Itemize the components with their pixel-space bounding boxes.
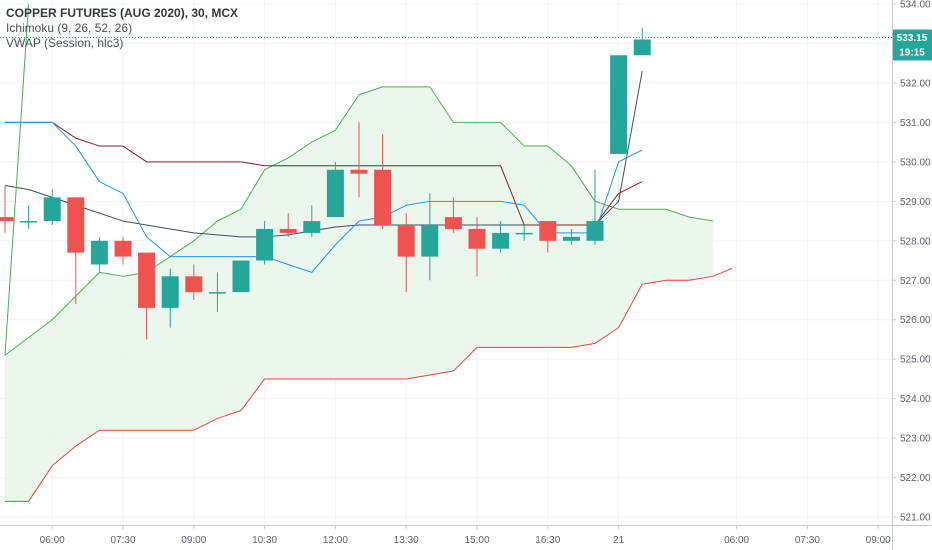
candle-body — [610, 55, 628, 154]
y-tick-label: 528.00 — [900, 236, 931, 247]
y-tick-label: 531.00 — [900, 118, 931, 129]
bar-countdown: 19:15 — [899, 48, 925, 59]
x-tick-label: 07:30 — [795, 535, 820, 546]
candle-body — [539, 221, 557, 241]
candle-body — [326, 169, 344, 218]
candle — [397, 213, 415, 293]
y-tick-label: 532.00 — [900, 78, 931, 89]
candle-body — [421, 225, 439, 257]
y-tick-label: 522.00 — [900, 473, 931, 484]
y-tick-label: 523.00 — [900, 434, 931, 445]
candle — [208, 272, 226, 312]
candle — [114, 236, 132, 265]
candle — [421, 193, 439, 281]
candle — [374, 134, 392, 229]
candle — [586, 169, 604, 245]
candle — [279, 213, 297, 237]
candle — [161, 268, 179, 328]
legend-vwap[interactable]: VWAP (Session, hlc3) — [6, 36, 124, 50]
candle-body — [0, 217, 14, 222]
candle-body — [161, 276, 179, 308]
legend-title[interactable]: COPPER FUTURES (AUG 2020), 30, MCX — [6, 6, 239, 20]
candle-body — [492, 232, 510, 249]
candle — [492, 221, 510, 253]
x-tick-label: 09:00 — [181, 535, 206, 546]
ichimoku-cloud — [5, 86, 713, 502]
candle-body — [20, 221, 38, 223]
price-badges: 533.15 19:15 — [0, 29, 932, 61]
candle-body — [562, 236, 580, 241]
candle-body — [515, 232, 533, 235]
y-tick-label: 521.00 — [900, 513, 931, 524]
x-tick-label: 13:30 — [394, 535, 419, 546]
candle-body — [232, 260, 250, 293]
y-tick-label: 529.00 — [900, 197, 931, 208]
candle — [43, 189, 61, 225]
y-tick-label: 527.00 — [900, 276, 931, 287]
candle — [468, 217, 486, 277]
candle — [444, 197, 462, 233]
candle — [350, 122, 368, 198]
y-tick-label: 530.00 — [900, 157, 931, 168]
x-tick-label: 10:30 — [252, 535, 277, 546]
candle-body — [633, 39, 651, 56]
candle-body — [43, 197, 61, 222]
candle — [185, 264, 203, 300]
y-tick-label: 525.00 — [900, 355, 931, 366]
candle-body — [586, 221, 604, 241]
candles — [0, 27, 651, 340]
candle — [138, 252, 156, 340]
candle — [326, 161, 344, 218]
x-tick-label: 21 — [613, 535, 625, 546]
candle-body — [185, 276, 203, 293]
candle-body — [279, 228, 297, 233]
candle-body — [114, 240, 132, 257]
x-tick-label: 12:00 — [323, 535, 348, 546]
x-tick-label: 06:00 — [724, 535, 749, 546]
candle — [0, 185, 14, 233]
candle-body — [350, 169, 368, 174]
x-tick-label: 06:00 — [40, 535, 65, 546]
candle-body — [256, 228, 274, 261]
x-tick-label: 09:00 — [866, 535, 891, 546]
candle — [90, 236, 108, 273]
candle-body — [444, 217, 462, 229]
candle — [539, 221, 557, 253]
y-tick-label: 534.00 — [900, 0, 931, 10]
x-tick-label: 16:30 — [535, 535, 560, 546]
candle-body — [67, 197, 85, 253]
candle — [610, 55, 628, 154]
candle — [256, 221, 274, 265]
leading-span-b — [5, 267, 733, 502]
candle-body — [208, 292, 226, 294]
candle-body — [303, 221, 321, 233]
candle — [67, 197, 85, 304]
last-price-value: 533.15 — [897, 33, 928, 44]
candle-body — [90, 240, 108, 265]
x-tick-label: 07:30 — [110, 535, 135, 546]
y-tick-label: 526.00 — [900, 315, 931, 326]
candle — [562, 228, 580, 245]
candle — [633, 27, 651, 56]
lagging-span — [4, 3, 30, 356]
last-price-badge — [893, 29, 932, 61]
x-tick-label: 15:00 — [464, 535, 489, 546]
candle — [515, 225, 533, 241]
y-tick-label: 524.00 — [900, 394, 931, 405]
cloud-fill — [5, 86, 713, 502]
candle — [232, 260, 250, 293]
candle — [303, 205, 321, 237]
candle-body — [468, 228, 486, 249]
legend-ichimoku[interactable]: Ichimoku (9, 26, 52, 26) — [6, 21, 133, 35]
candle-body — [374, 169, 392, 225]
candle-body — [397, 225, 415, 257]
chart-legend: COPPER FUTURES (AUG 2020), 30, MCX Ichim… — [6, 6, 238, 51]
candle-body — [138, 252, 156, 308]
candle — [20, 205, 38, 229]
